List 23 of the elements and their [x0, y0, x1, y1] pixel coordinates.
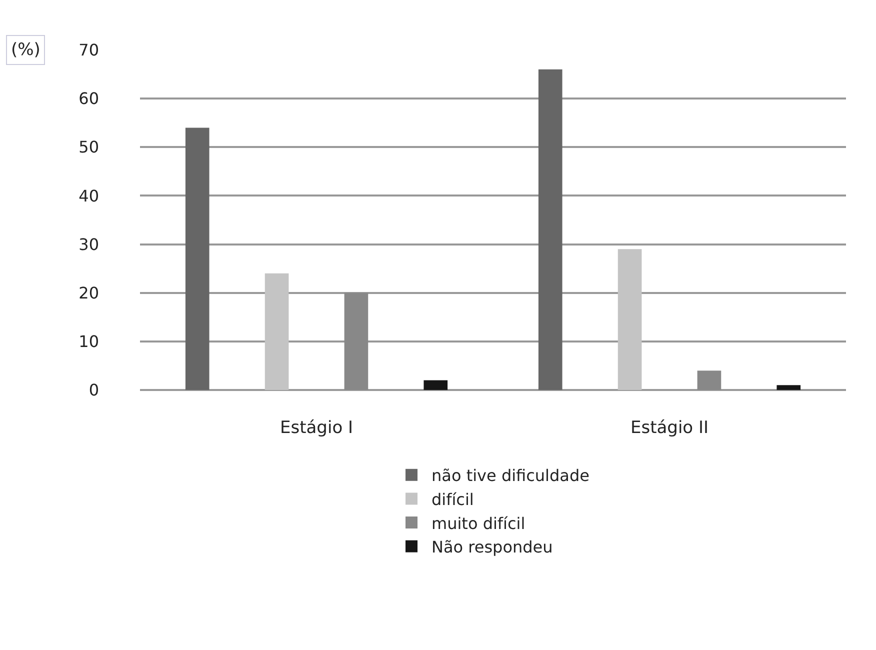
bar	[776, 385, 801, 390]
x-tick-label: Estágio I	[280, 418, 354, 438]
bar	[264, 273, 289, 390]
legend-label: não tive dificuldade	[432, 466, 590, 486]
legend-label: difícil	[432, 490, 474, 509]
bar	[697, 370, 722, 390]
y-tick-label: 40	[78, 186, 99, 206]
y-tick-label: 50	[78, 138, 99, 157]
bar	[538, 69, 562, 390]
bar	[185, 128, 210, 390]
y-tick-label: 70	[78, 40, 99, 60]
y-tick-label: 60	[78, 89, 99, 108]
y-tick-label: 10	[78, 332, 99, 352]
y-axis-title: (%)	[11, 40, 40, 60]
y-tick-label: 0	[88, 380, 99, 400]
legend-label: muito difícil	[432, 514, 526, 533]
bar	[344, 292, 368, 390]
legend-label: Não respondeu	[432, 538, 553, 557]
x-tick-label: Estágio II	[630, 418, 709, 438]
y-tick-label: 30	[78, 234, 99, 254]
bar	[618, 249, 642, 390]
bar	[424, 380, 448, 390]
y-tick-label: 20	[78, 283, 99, 302]
